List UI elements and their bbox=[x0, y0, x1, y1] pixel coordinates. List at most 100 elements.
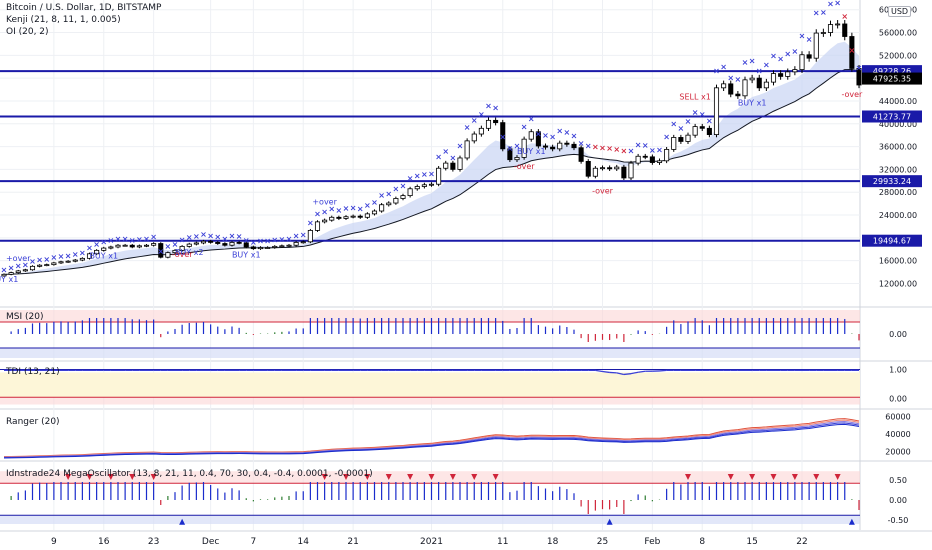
candle-body bbox=[763, 81, 769, 89]
sar-cross: × bbox=[442, 147, 449, 156]
sar-cross: × bbox=[236, 232, 243, 241]
mega-sell-triangle bbox=[813, 474, 820, 480]
candle-body bbox=[436, 167, 442, 185]
msi-oversold-zone bbox=[0, 348, 860, 358]
candle-body bbox=[778, 73, 784, 77]
sar-cross: × bbox=[535, 130, 542, 139]
sar-cross: × bbox=[29, 257, 36, 266]
sar-cross: × bbox=[15, 262, 22, 271]
mega-lower-zone bbox=[0, 515, 860, 524]
signal-label: BUY x1 bbox=[232, 250, 261, 259]
sar-cross: × bbox=[806, 35, 813, 44]
sar-cross: × bbox=[649, 146, 656, 155]
candle-body bbox=[464, 140, 470, 159]
x-tick-label: 22 bbox=[796, 537, 807, 547]
sar-cross: × bbox=[8, 263, 15, 272]
sar-cross: × bbox=[293, 231, 300, 240]
sar-cross: × bbox=[663, 132, 670, 141]
price-axis-tag bbox=[862, 110, 922, 123]
signal-label: BUY x1 bbox=[517, 147, 546, 156]
candle-body bbox=[656, 160, 663, 163]
mega-sell-triangle bbox=[129, 474, 136, 480]
candle-body bbox=[322, 219, 328, 223]
mega-y-tick: 0.00 bbox=[889, 496, 907, 505]
x-tick-label: 14 bbox=[298, 537, 310, 547]
y-tick-label: 40000.00 bbox=[879, 120, 917, 129]
currency-badge[interactable]: USD bbox=[888, 6, 912, 17]
sar-cross: × bbox=[86, 243, 93, 252]
candle-body bbox=[521, 138, 527, 158]
sar-cross: × bbox=[735, 75, 742, 84]
candle-body bbox=[115, 244, 121, 248]
candle-body bbox=[336, 216, 342, 219]
candle-body bbox=[236, 241, 242, 244]
sar-cross: × bbox=[621, 147, 628, 156]
ranger-band-line bbox=[3, 423, 860, 459]
signal-label: SELL x1 bbox=[679, 93, 710, 102]
mega-sell-triangle bbox=[834, 474, 841, 480]
signal-label: -over bbox=[514, 162, 536, 171]
candle-body bbox=[564, 142, 570, 145]
ranger-y-tick: 40000 bbox=[885, 430, 910, 439]
sar-cross: × bbox=[628, 147, 635, 156]
candle-body bbox=[578, 147, 584, 162]
tdi-y-tick: 0.00 bbox=[889, 395, 907, 404]
signal-label: BUY x1 bbox=[0, 275, 18, 284]
sar-cross: × bbox=[564, 128, 571, 137]
candle-body bbox=[79, 257, 85, 261]
sar-cross: × bbox=[115, 234, 122, 243]
sar-cross: × bbox=[692, 108, 699, 117]
candle-body bbox=[849, 36, 855, 69]
sar-cross: × bbox=[286, 234, 293, 243]
mega-sell-triangle bbox=[407, 474, 414, 480]
candle-body bbox=[443, 162, 449, 169]
candle-body bbox=[8, 272, 14, 275]
mega-upper-zone bbox=[0, 471, 860, 484]
sar-cross: × bbox=[606, 144, 613, 153]
candle-body bbox=[371, 210, 378, 215]
sar-cross: × bbox=[720, 62, 727, 71]
x-tick-label: 15 bbox=[746, 537, 757, 547]
mega-sell-triangle bbox=[385, 474, 392, 480]
candle-body bbox=[835, 23, 841, 26]
sar-cross: × bbox=[450, 154, 457, 163]
sar-cross: × bbox=[699, 110, 706, 119]
mega-sell-triangle bbox=[749, 474, 756, 480]
price-axis-tag-label: 29933.24 bbox=[873, 177, 911, 186]
sar-cross: × bbox=[400, 181, 407, 190]
candle-body bbox=[678, 137, 684, 142]
sar-cross: × bbox=[343, 204, 350, 213]
tdi-line bbox=[638, 370, 646, 373]
candle-body bbox=[614, 166, 620, 170]
x-tick-label: 16 bbox=[98, 537, 110, 547]
candle-body bbox=[51, 262, 57, 266]
price-axis-tag bbox=[862, 72, 922, 85]
mega-sell-triangle bbox=[321, 474, 328, 480]
candle-body bbox=[101, 247, 107, 251]
candle-body bbox=[300, 241, 306, 244]
sar-cross: × bbox=[756, 67, 763, 76]
sar-cross: × bbox=[193, 232, 200, 241]
sar-cross: × bbox=[599, 143, 606, 152]
kenji-slow-line bbox=[3, 69, 860, 275]
sar-cross: × bbox=[635, 141, 642, 150]
sar-cross: × bbox=[507, 144, 514, 153]
candle-body bbox=[94, 249, 100, 255]
candle-body bbox=[592, 167, 598, 177]
candle-body bbox=[599, 167, 606, 170]
candle-body bbox=[350, 215, 356, 218]
sar-cross: × bbox=[592, 142, 599, 151]
x-tick-label: 18 bbox=[547, 537, 559, 547]
sar-cross: × bbox=[100, 237, 107, 246]
candle-body bbox=[314, 221, 321, 231]
candle-body bbox=[15, 270, 21, 274]
x-tick-label: 2021 bbox=[420, 537, 443, 547]
sar-cross: × bbox=[250, 238, 257, 247]
candle-body bbox=[806, 54, 812, 59]
x-tick-label: Feb bbox=[644, 537, 660, 547]
mega-sell-triangle bbox=[343, 474, 349, 480]
sar-cross: × bbox=[514, 142, 521, 151]
mega-sell-triangle bbox=[492, 474, 499, 480]
candle-body bbox=[550, 146, 556, 150]
candle-body bbox=[628, 162, 634, 179]
